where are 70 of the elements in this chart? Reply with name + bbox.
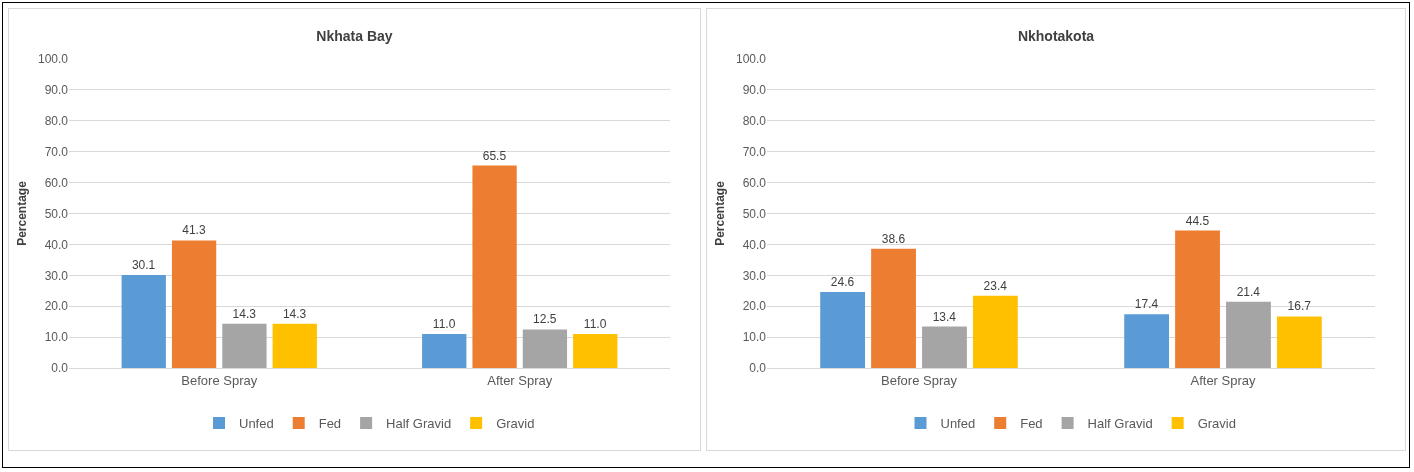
data-label: 14.3 [232,306,257,321]
data-label: 23.4 [983,278,1008,293]
y-tick-label: 50.0 [742,206,767,221]
data-label: 17.4 [1134,297,1159,312]
bar [573,334,618,368]
y-tick-label: 60.0 [44,175,69,190]
y-tick-label: 0.0 [749,361,767,376]
legend-label: Fed [1020,416,1043,432]
bar [121,274,166,368]
bar [922,326,967,368]
bar [422,334,467,368]
data-label: 12.5 [533,312,557,327]
data-label: 14.3 [282,306,307,321]
y-tick-label: 40.0 [44,237,69,252]
y-axis-title: Percentage [15,180,30,246]
data-label: 21.4 [1236,284,1261,299]
data-label: 16.7 [1287,299,1312,314]
legend-label: Half Gravid [386,416,452,432]
chart-title: Nkhata Bay [316,27,393,44]
data-label: 65.5 [482,148,507,163]
bar [472,165,517,368]
y-tick-label: 100.0 [735,52,767,67]
y-tick-label: 60.0 [742,175,767,190]
legend-label: Gravid [1197,416,1236,432]
bar [222,323,267,368]
legend-label: Half Gravid [1087,416,1153,432]
x-tick-label: Before Spray [881,372,958,388]
data-label: 11.0 [432,317,456,332]
y-axis-title: Percentage [713,180,728,246]
y-tick-label: 10.0 [44,330,69,345]
bar [272,323,317,368]
legend-label: Unfed [239,416,274,432]
legend-label: Gravid [496,416,535,432]
bar [820,291,866,368]
legend-label: Fed [318,416,342,432]
bar [1276,316,1322,368]
data-label: 41.3 [182,223,206,238]
y-tick-label: 30.0 [44,268,69,283]
y-tick-label: 0.0 [51,361,69,376]
data-label: 38.6 [881,231,906,246]
data-label: 30.1 [131,257,156,272]
chart-title: Nkhotakota [1017,27,1095,44]
y-tick-label: 30.0 [742,268,767,283]
data-label: 13.4 [932,309,957,324]
data-label: 11.0 [583,317,607,332]
y-tick-label: 100.0 [37,52,69,67]
y-tick-label: 20.0 [742,299,767,314]
x-tick-label: After Spray [1190,372,1257,388]
y-tick-label: 10.0 [742,330,767,345]
bar [171,240,217,368]
x-tick-label: After Spray [487,372,553,388]
bar [522,329,568,368]
data-label: 44.5 [1185,213,1210,228]
y-tick-label: 90.0 [44,83,69,98]
bar [1124,314,1170,368]
y-tick-label: 20.0 [44,299,69,314]
y-tick-label: 80.0 [44,114,69,128]
y-tick-label: 40.0 [742,237,767,252]
y-tick-label: 50.0 [44,206,69,221]
data-label: 24.6 [830,274,855,289]
y-tick-label: 80.0 [742,114,767,128]
legend-label: Unfed [940,416,976,432]
y-tick-label: 90.0 [742,83,767,98]
bar [1175,230,1220,368]
bar [972,295,1018,368]
y-tick-label: 70.0 [742,144,767,159]
x-tick-label: Before Spray [181,372,258,388]
bar [871,248,916,368]
y-tick-label: 70.0 [44,144,69,159]
bar [1226,301,1271,368]
